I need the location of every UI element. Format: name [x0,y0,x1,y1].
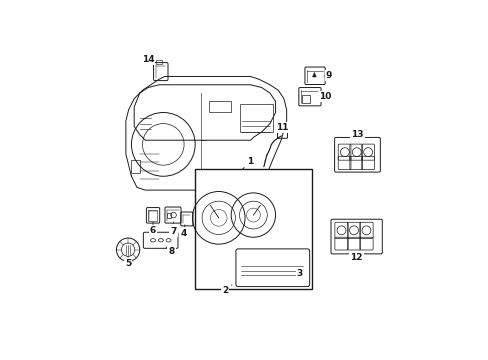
Text: 3: 3 [296,269,303,278]
Polygon shape [312,72,316,77]
Text: 2: 2 [222,285,231,295]
Bar [301,95,309,103]
Text: 1: 1 [242,157,253,169]
Text: 9: 9 [324,71,331,80]
Text: 12: 12 [349,252,362,262]
Text: 6: 6 [150,222,156,235]
Text: 7: 7 [170,222,176,236]
Text: 5: 5 [125,259,131,268]
Text: 11: 11 [276,123,288,132]
Bar [208,102,231,112]
Bar [131,159,140,174]
Text: 10: 10 [318,92,330,101]
Text: 14: 14 [142,55,156,64]
Text: 4: 4 [180,225,186,238]
Bar [166,213,171,219]
Text: 13: 13 [350,130,363,139]
Bar [239,104,272,132]
Text: 8: 8 [166,247,174,256]
Bar [148,210,157,221]
Bar [156,60,162,64]
Bar [195,169,311,288]
